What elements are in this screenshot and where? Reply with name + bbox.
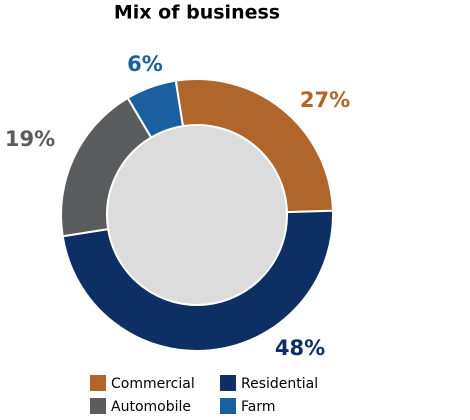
legend-swatch — [220, 375, 236, 391]
legend-swatch — [220, 398, 236, 414]
legend-label: Residential — [241, 376, 318, 392]
value-label: 27% — [300, 88, 350, 112]
value-label: 6% — [127, 52, 163, 76]
legend-swatch — [90, 375, 106, 391]
legend-swatch — [90, 398, 106, 414]
legend-label: Farm — [241, 399, 276, 415]
donut-segment — [61, 209, 334, 352]
donut-segment — [126, 79, 185, 139]
legend-label: Commercial — [111, 376, 195, 392]
donut-center — [108, 126, 286, 304]
value-label: 19% — [5, 127, 55, 151]
value-label: 48% — [275, 336, 325, 360]
chart-title: Mix of business — [114, 2, 280, 24]
legend-label: Automobile — [111, 399, 191, 415]
